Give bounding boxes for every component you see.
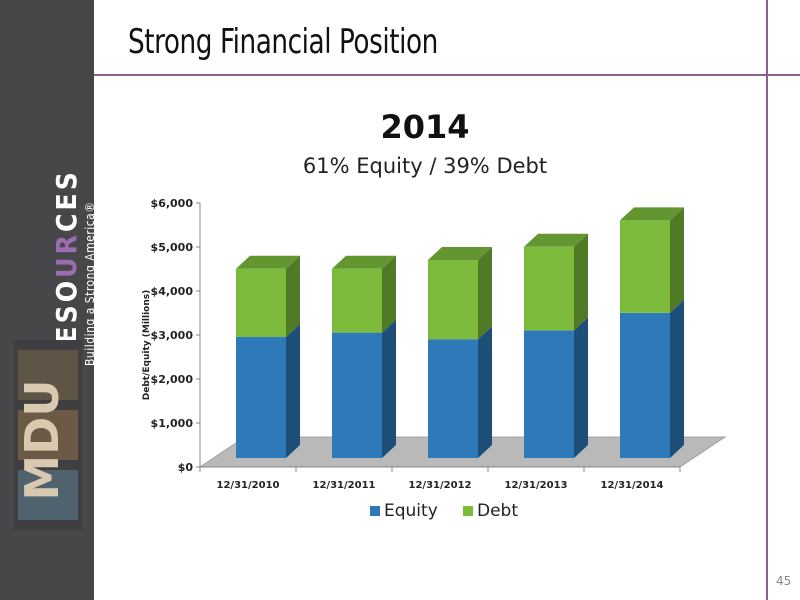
y-tick-label: $3,000 (151, 329, 194, 342)
bar-equity-side (670, 299, 684, 458)
slide-title: Strong Financial Position (128, 22, 438, 62)
chart-title: 2014 (380, 108, 470, 146)
bar-debt-top (620, 207, 684, 221)
bar-equity-side (286, 324, 300, 458)
bar-equity-side (574, 317, 588, 458)
x-tick-label: 12/31/2010 (217, 480, 280, 491)
bar-debt-front (620, 220, 670, 313)
bar-debt-side (670, 207, 684, 313)
bar-equity-front (332, 332, 382, 458)
bar-debt-front (428, 260, 478, 340)
x-tick-label: 12/31/2013 (505, 480, 568, 491)
page-number: 45 (776, 574, 792, 588)
bar-debt-top (524, 233, 588, 247)
bar-debt-front (236, 268, 286, 337)
legend-label-equity: Equity (384, 501, 438, 521)
accent-line-vertical (766, 0, 768, 600)
y-tick-label: $0 (178, 461, 194, 474)
bar-debt-side (382, 255, 396, 333)
x-tick-label: 12/31/2014 (601, 480, 664, 491)
y-axis-label: Debt/Equity (Millions) (142, 290, 152, 400)
bar-equity-front (428, 339, 478, 458)
y-tick-label: $2,000 (151, 373, 194, 386)
bar-equity-front (236, 337, 286, 458)
sidebar-banner: RESOURCES Building a Strong America® MDU (0, 0, 97, 600)
bar-debt-side (286, 255, 300, 337)
x-tick-label: 12/31/2011 (313, 480, 376, 491)
bar-debt-top (428, 247, 492, 260)
y-tick-label: $5,000 (151, 241, 194, 254)
y-tick-label: $4,000 (151, 285, 194, 298)
bar-equity-side (478, 326, 492, 458)
accent-line-horizontal (94, 74, 800, 76)
bar-debt-front (332, 268, 382, 333)
mdu-logo: MDU (14, 340, 82, 530)
bar-debt-top (236, 255, 300, 269)
y-tick-label: $1,000 (151, 417, 194, 430)
bar-debt-top (332, 255, 396, 269)
bar-debt-side (478, 247, 492, 340)
bar-equity-front (620, 312, 670, 458)
legend-swatch-debt (463, 506, 473, 516)
bar-debt-front (524, 246, 574, 331)
legend-swatch-equity (370, 506, 380, 516)
chart-subtitle: 61% Equity / 39% Debt (302, 154, 548, 178)
legend-label-debt: Debt (477, 501, 518, 521)
bar-debt-side (574, 233, 588, 331)
x-tick-label: 12/31/2012 (409, 480, 472, 491)
bar-equity-side (382, 319, 396, 458)
y-tick-label: $6,000 (151, 197, 194, 210)
logo-lettering: MDU (15, 379, 69, 500)
bar-equity-front (524, 330, 574, 458)
